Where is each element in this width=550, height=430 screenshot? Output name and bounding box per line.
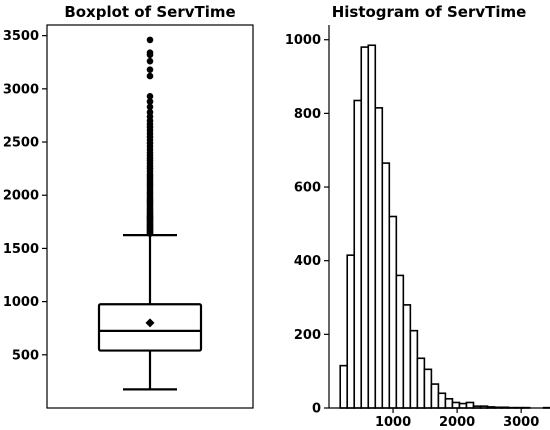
boxplot-y-tick-label: 2500 <box>3 136 39 151</box>
boxplot-y-tick-label: 500 <box>12 348 39 363</box>
boxplot-axes-frame <box>46 24 254 409</box>
histogram-bar <box>458 402 468 409</box>
histogram-y-tick-label: 400 <box>294 254 321 269</box>
histogram-bar <box>374 107 384 409</box>
histogram-y-tick-label: 1000 <box>285 33 321 48</box>
boxplot-outlier-point <box>146 92 154 100</box>
boxplot-outlier-point <box>146 66 154 73</box>
boxplot-title: Boxplot of ServTime <box>64 3 235 21</box>
boxplot-outlier-point <box>146 103 154 111</box>
histogram-bar <box>451 401 461 409</box>
boxplot-box <box>97 303 203 352</box>
boxplot-outlier-point <box>146 36 154 44</box>
histogram-bar <box>444 397 454 409</box>
histogram-title: Histogram of ServTime <box>332 3 527 21</box>
boxplot-mean-marker <box>145 318 155 328</box>
histogram-x-tick-label: 1000 <box>375 415 411 430</box>
histogram-bar <box>360 46 370 409</box>
histogram-bar <box>416 357 426 409</box>
histogram-bar <box>339 364 349 409</box>
histogram-x-tick-label: 2000 <box>439 415 475 430</box>
histogram-bar <box>402 304 412 409</box>
boxplot-outlier-point <box>146 49 154 56</box>
histogram-bar <box>409 329 419 409</box>
histogram-bar <box>465 401 475 409</box>
boxplot-outlier-point <box>146 72 154 80</box>
histogram-bar <box>395 274 405 409</box>
histogram-bar <box>367 44 377 409</box>
histogram-bar <box>437 392 447 409</box>
histogram-bar <box>346 254 356 409</box>
boxplot-outlier-point <box>146 57 154 65</box>
histogram-bar <box>353 99 363 409</box>
boxplot-y-tick-label: 3500 <box>3 29 39 44</box>
histogram-panel: 0 200 400 600 800 1000 1000 2000 3000 <box>285 25 550 430</box>
histogram-bar <box>430 383 440 409</box>
boxplot-y-tick-label: 1000 <box>3 295 39 310</box>
boxplot-panel: 500 1000 1500 2000 2500 3000 3500 <box>3 24 254 409</box>
histogram-y-tick-label: 200 <box>294 328 321 343</box>
histogram-y-tick-label: 0 <box>312 402 321 417</box>
boxplot-outlier-point <box>146 108 154 116</box>
histogram-y-tick-label: 600 <box>294 181 321 196</box>
boxplot-y-tick-label: 3000 <box>3 82 39 97</box>
boxplot-y-tick-label: 1500 <box>3 242 39 257</box>
histogram-bar <box>423 368 433 409</box>
histogram-bar <box>381 162 391 409</box>
histogram-x-tick-label: 3000 <box>503 415 539 430</box>
boxplot-outlier-point <box>146 98 154 105</box>
histogram-y-tick-label: 800 <box>294 107 321 122</box>
boxplot-y-tick-label: 2000 <box>3 189 39 204</box>
histogram-bar <box>388 215 398 409</box>
